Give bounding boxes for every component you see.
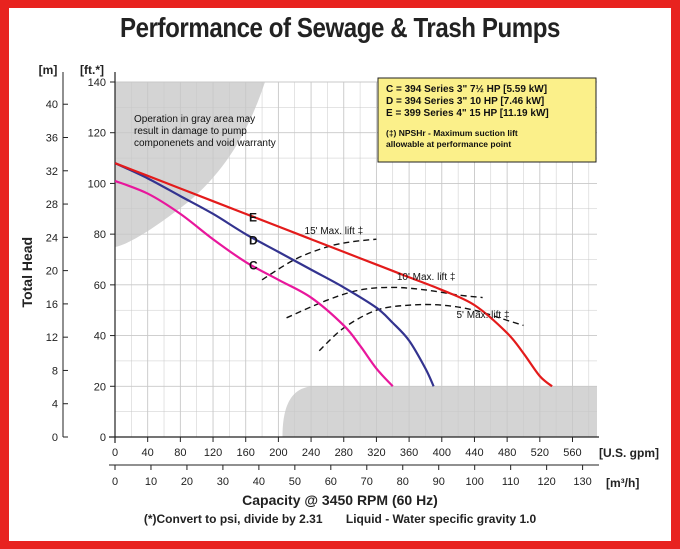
y-tick-label-ft: 60	[94, 280, 106, 292]
curve-label-E: E	[249, 210, 257, 224]
y-tick-label-m: 32	[46, 166, 58, 178]
x-tick-label: 160	[237, 447, 255, 459]
series-line-E	[115, 162, 553, 388]
x2-tick-label: 50	[289, 476, 301, 488]
y-tick-label-m: 8	[52, 365, 58, 377]
x2-tick-label: 10	[145, 476, 157, 488]
gray-note-line: result in damage to pump	[134, 126, 247, 137]
x-tick-label: 400	[433, 447, 451, 459]
y-tick-label-m: 16	[46, 299, 58, 311]
curve-label-C: C	[249, 259, 258, 273]
lift-line-1	[286, 286, 483, 319]
y-tick-label-ft: 120	[88, 128, 106, 140]
footnote-psi: (*)Convert to psi, divide by 2.31	[143, 512, 323, 526]
footnote-liquid: Liquid - Water specific gravity 1.0	[345, 512, 537, 526]
y-tick-label-ft: 80	[94, 229, 106, 241]
curve-label-D: D	[249, 233, 258, 247]
x2-tick-label: 70	[361, 476, 373, 488]
legend-entry: E = 399 Series 4" 15 HP [11.19 kW]	[386, 108, 549, 119]
y-tick-label-ft: 20	[94, 381, 106, 393]
x2-tick-label: 100	[466, 476, 484, 488]
y-tick-label-ft: 0	[100, 432, 106, 444]
lift-label-0: 15' Max. lift ‡	[305, 226, 364, 237]
annotations: 15' Max. lift ‡ 10' Max. lift ‡ 5' Max. li…	[134, 77, 597, 321]
gray-area-top-left-block	[115, 82, 175, 212]
legend-note: allowable at performance point	[386, 139, 511, 149]
x-tick-label: 240	[302, 447, 320, 459]
lift-label-2: 5' Max. lift ‡	[456, 310, 509, 321]
series-line-C	[115, 179, 394, 388]
x-tick-label: 120	[204, 447, 222, 459]
y-tick-label-m: 36	[46, 133, 58, 145]
y-unit-ft: [ft.*]	[80, 63, 104, 77]
x2-tick-label: 30	[217, 476, 229, 488]
y-tick-label-m: 24	[46, 232, 58, 244]
y-axis-title: Total Head	[19, 237, 35, 308]
lift-line-0	[261, 238, 377, 281]
footnote: (*)Convert to psi, divide by 2.31 Liquid…	[0, 512, 680, 526]
lift-lines	[261, 238, 524, 352]
y-tick-label-ft: 140	[88, 77, 106, 89]
x2-tick-label: 40	[253, 476, 265, 488]
x-tick-label: 80	[174, 447, 186, 459]
x-axis-title: Capacity @ 3450 RPM (60 Hz)	[242, 492, 438, 508]
x2-tick-label: 110	[502, 476, 520, 488]
x-tick-label: 200	[269, 447, 287, 459]
x2-tick-label: 20	[181, 476, 193, 488]
grid	[114, 81, 597, 438]
y-unit-m: [m]	[39, 63, 58, 77]
gray-note-line: Operation in gray area may	[134, 114, 255, 125]
y-tick-label-m: 40	[46, 99, 58, 111]
gray-note-line: componenets and void warranty	[134, 138, 276, 149]
x-tick-label: 320	[367, 447, 385, 459]
x2-tick-label: 120	[537, 476, 555, 488]
y-tick-label-ft: 40	[94, 331, 106, 343]
y-tick-label-m: 20	[46, 266, 58, 278]
x2-tick-label: 0	[112, 476, 118, 488]
lift-line-2	[318, 303, 524, 352]
x-tick-label: 560	[563, 447, 581, 459]
legend-box	[377, 77, 597, 163]
y-tick-label-m: 12	[46, 332, 58, 344]
y-tick-label-ft: 100	[88, 178, 106, 190]
legend-entry: D = 394 Series 3" 10 HP [7.46 kW]	[386, 96, 544, 107]
x-tick-label: 360	[400, 447, 418, 459]
y-tick-label-m: 0	[52, 432, 58, 444]
y-tick-label-m: 28	[46, 199, 58, 211]
x2-tick-label: 80	[397, 476, 409, 488]
x-tick-label: 520	[531, 447, 549, 459]
x-tick-label: 440	[465, 447, 483, 459]
legend-note: (‡) NPSHr - Maximum suction lift	[386, 128, 518, 138]
series-line-D	[115, 162, 435, 387]
y-tick-label-m: 4	[52, 399, 58, 411]
x-unit-gpm: [U.S. gpm]	[599, 446, 659, 460]
chart-title: Performance of Sewage & Trash Pumps	[120, 12, 560, 43]
x-tick-label: 480	[498, 447, 516, 459]
x-tick-label: 0	[112, 447, 118, 459]
x-unit-m3h: [m³/h]	[606, 476, 639, 490]
series-lines	[115, 162, 553, 388]
x2-tick-label: 90	[433, 476, 445, 488]
legend-entry: C = 394 Series 3" 7½ HP [5.59 kW]	[386, 84, 547, 95]
lift-label-1: 10' Max. lift ‡	[397, 272, 456, 283]
x-tick-label: 280	[335, 447, 353, 459]
x2-tick-label: 130	[573, 476, 591, 488]
x2-tick-label: 60	[325, 476, 337, 488]
x-tick-label: 40	[142, 447, 154, 459]
